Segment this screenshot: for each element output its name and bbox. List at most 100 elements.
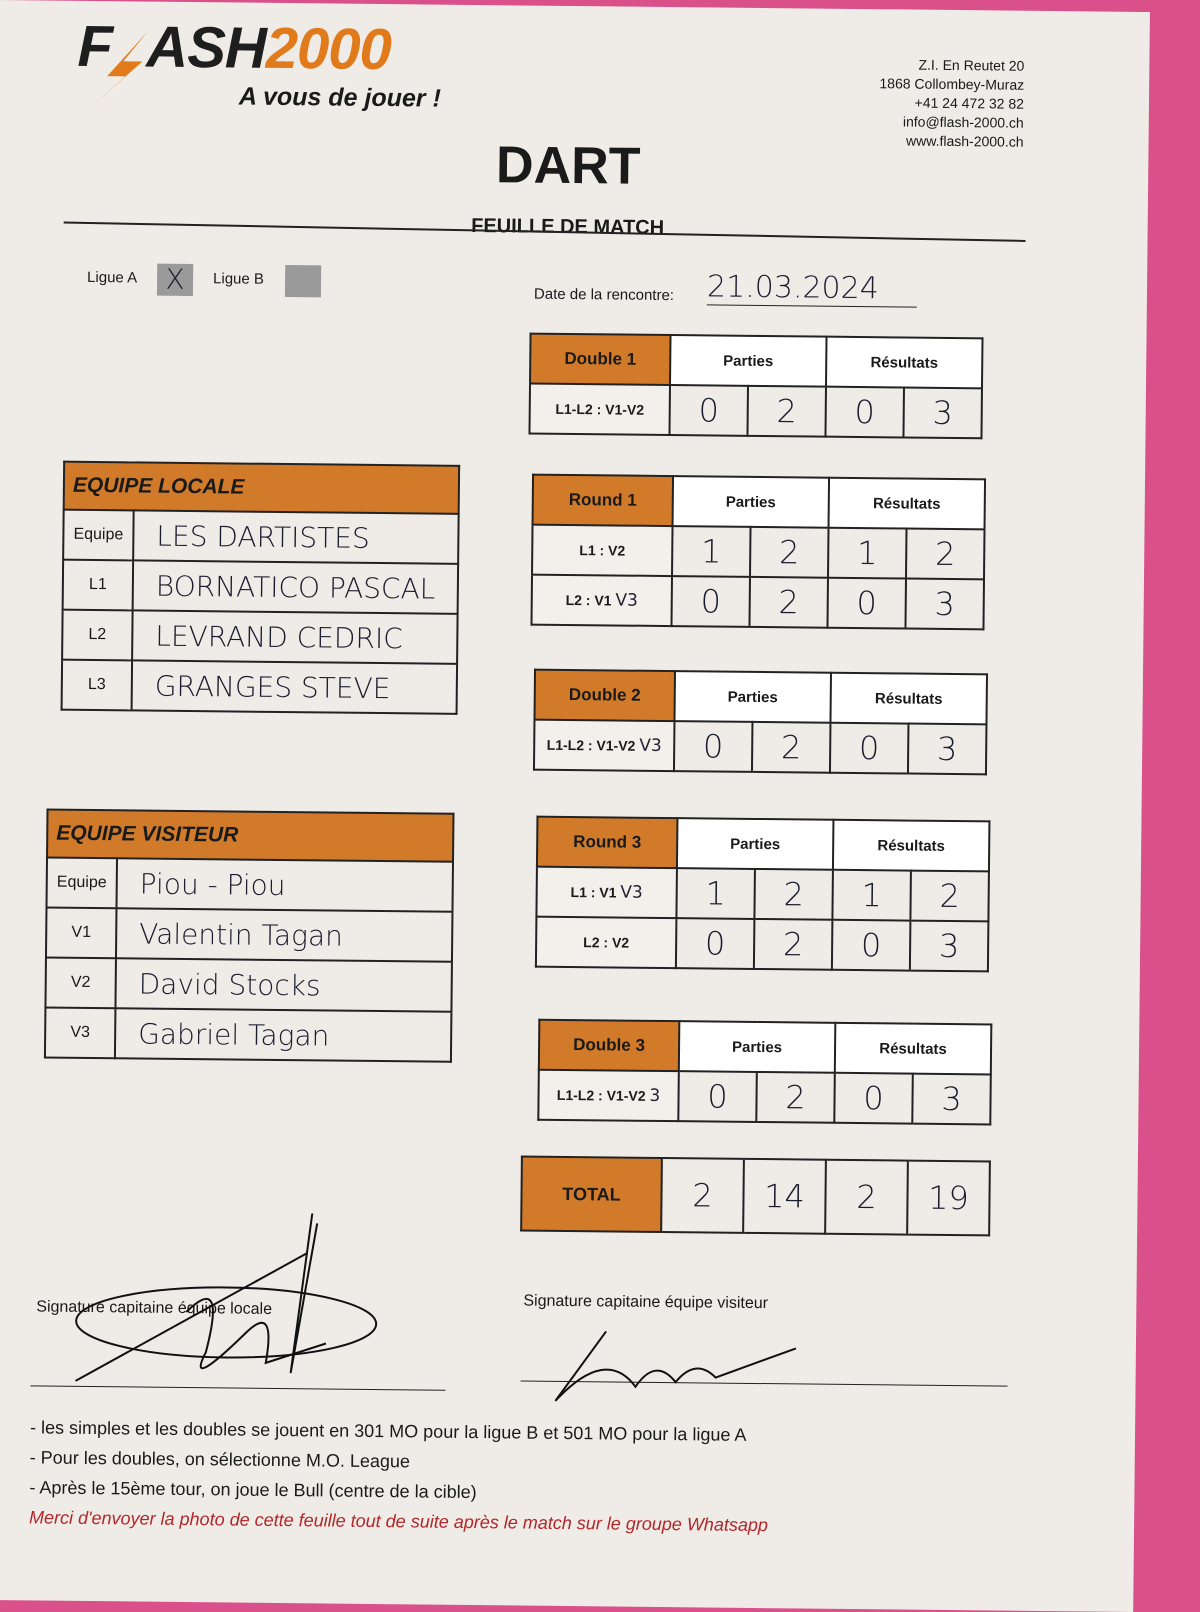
resultats-header: Résultats	[830, 673, 987, 725]
visitor-signature-label: Signature capitaine équipe visiteur	[523, 1293, 768, 1314]
score-cell[interactable]: 1	[828, 528, 907, 579]
match-title: Round 1	[533, 475, 674, 526]
league-b-label: Ligue B	[213, 270, 264, 288]
match-sheet: FLASH2000 A vous de jouer ! Z.I. En Reut…	[0, 0, 1150, 1612]
score-cell[interactable]: 3	[912, 1074, 991, 1125]
team-row-value[interactable]: LEVRAND CEDRIC	[132, 610, 458, 663]
league-a-checkbox[interactable]: X	[157, 264, 193, 296]
score-cell[interactable]: 0	[834, 1073, 913, 1124]
team-title: EQUIPE LOCALE	[64, 462, 459, 514]
score-cell[interactable]: 0	[827, 578, 906, 629]
pairing-label: L1-L2 : V1-V2	[547, 737, 636, 754]
parties-header: Parties	[674, 671, 831, 723]
date-field[interactable]: 21.03.2024	[707, 269, 917, 307]
lightning-bolt-icon	[87, 31, 158, 112]
address-line: Z.I. En Reutet 20	[880, 55, 1025, 76]
score-cell[interactable]: 0	[825, 387, 904, 438]
team-row-value[interactable]: LES DARTISTES	[133, 510, 459, 563]
total-score-cell[interactable]: 14	[743, 1159, 826, 1234]
total-score-cell[interactable]: 2	[825, 1160, 908, 1235]
phone: +41 24 472 32 82	[879, 93, 1024, 114]
score-cell[interactable]: 2	[754, 919, 833, 970]
team-row-key: V2	[45, 958, 116, 1009]
team-row-value[interactable]: BORNATICO PASCAL	[133, 560, 459, 613]
team-row-key: V1	[46, 908, 117, 959]
score-cell[interactable]: 3	[905, 579, 984, 630]
team-row-value[interactable]: David Stocks	[115, 958, 452, 1012]
match-title: Double 3	[539, 1020, 680, 1071]
score-cell[interactable]: 0	[830, 723, 909, 774]
score-cell[interactable]: 0	[674, 721, 753, 772]
score-cell[interactable]: 0	[832, 920, 911, 971]
team-row-value[interactable]: Piou - Piou	[116, 858, 453, 912]
total-score-cell[interactable]: 19	[907, 1161, 990, 1236]
pairing-label: L1-L2 : V1-V2	[557, 1087, 646, 1104]
score-cell[interactable]: 3	[908, 724, 987, 775]
score-cell[interactable]: 3	[910, 921, 989, 972]
email: info@flash-2000.ch	[879, 112, 1024, 133]
score-cell[interactable]: 2	[747, 386, 826, 437]
score-cell[interactable]: 3	[903, 387, 982, 438]
team-row-key: L1	[63, 560, 134, 611]
visitor-signature-image	[545, 1326, 806, 1409]
parties-header: Parties	[673, 476, 830, 528]
team-row-key: Equipe	[63, 510, 134, 561]
team-row-value[interactable]: Gabriel Tagan	[115, 1008, 452, 1062]
team-row-value[interactable]: GRANGES STEVE	[132, 660, 458, 713]
score-cell[interactable]: 2	[906, 529, 985, 580]
score-cell[interactable]: 0	[678, 1071, 757, 1122]
match-title: Double 2	[534, 670, 675, 721]
pairing-label: L2 : V1	[566, 592, 612, 608]
score-cell[interactable]: 2	[749, 577, 828, 628]
pairing-label: L1 : V1	[570, 884, 616, 900]
team-row-key: L2	[62, 610, 133, 661]
parties-header: Parties	[679, 1021, 836, 1073]
team-row-value[interactable]: Valentin Tagan	[116, 908, 453, 962]
page-title: DART	[0, 130, 1139, 202]
score-cell[interactable]: 0	[676, 918, 755, 969]
rules-notes: - les simples et les doubles se jouent e…	[29, 1412, 769, 1540]
date-label: Date de la rencontre:	[534, 286, 674, 304]
team-row-key: V3	[45, 1008, 116, 1059]
match-title: Double 1	[530, 334, 671, 385]
score-cell[interactable]: 1	[676, 868, 755, 919]
resultats-header: Résultats	[829, 478, 986, 530]
score-cell[interactable]: 2	[756, 1072, 835, 1123]
resultats-header: Résultats	[835, 1023, 992, 1075]
parties-header: Parties	[677, 818, 834, 870]
team-row-key: L3	[62, 660, 133, 711]
score-cell[interactable]: 2	[752, 722, 831, 773]
league-b-checkbox[interactable]	[285, 265, 321, 297]
pairing-correction: V3	[620, 883, 643, 903]
total-score-cell[interactable]: 2	[661, 1158, 744, 1233]
whatsapp-notice: Merci d'envoyer la photo de cette feuill…	[29, 1502, 768, 1540]
contact-info: Z.I. En Reutet 20 1868 Collombey-Muraz +…	[879, 55, 1025, 152]
league-a-label: Ligue A	[87, 269, 137, 287]
team-row-key: Equipe	[46, 858, 117, 909]
score-cell[interactable]: 0	[669, 385, 748, 436]
slogan: A vous de jouer !	[239, 83, 441, 114]
score-cell[interactable]: 1	[832, 870, 911, 921]
score-cell[interactable]: 2	[910, 871, 989, 922]
score-cell[interactable]: 0	[671, 576, 750, 627]
pairing-label: L1-L2 : V1-V2	[555, 401, 644, 418]
score-cell[interactable]: 2	[754, 869, 833, 920]
score-cell[interactable]: 2	[750, 527, 829, 578]
pairing-label: L1 : V2	[579, 542, 625, 558]
score-cell[interactable]: 1	[672, 526, 751, 577]
